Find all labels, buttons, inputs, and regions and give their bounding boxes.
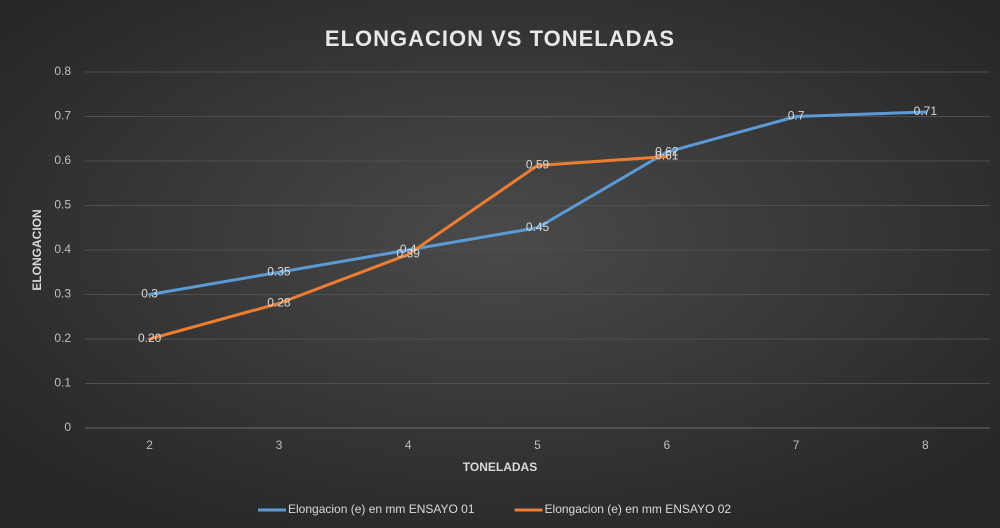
y-tick-label: 0.8	[54, 64, 71, 78]
y-tick-label: 0.5	[54, 198, 71, 212]
y-tick-label: 0.6	[54, 153, 71, 167]
chart-title: ELONGACION VS TONELADAS	[325, 26, 675, 51]
y-tick-label: 0.2	[54, 331, 71, 345]
x-tick-label: 2	[146, 438, 153, 452]
y-tick-label: 0	[64, 420, 71, 434]
x-tick-label: 3	[276, 438, 283, 452]
data-label: 0.61	[655, 149, 679, 163]
data-label: 0.4	[400, 242, 417, 256]
x-tick-label: 4	[405, 438, 412, 452]
data-label: 0.35	[267, 264, 291, 278]
y-tick-label: 0.3	[54, 287, 71, 301]
x-tick-label: 8	[922, 438, 929, 452]
x-tick-label: 6	[663, 438, 670, 452]
data-label: 0.3	[141, 287, 158, 301]
data-label: 0.28	[267, 296, 291, 310]
data-label: 0.59	[526, 158, 550, 172]
y-tick-label: 0.1	[54, 376, 71, 390]
data-label: 0.7	[788, 109, 805, 123]
y-axis-title: ELONGACION	[30, 209, 44, 290]
data-label: 0.71	[914, 104, 938, 118]
legend-label: Elongacion (e) en mm ENSAYO 01	[288, 502, 475, 516]
data-label: 0.20	[138, 331, 162, 345]
data-label: 0.62	[655, 144, 679, 158]
data-label: 0.45	[526, 220, 550, 234]
x-tick-label: 7	[793, 438, 800, 452]
x-tick-label: 5	[534, 438, 541, 452]
series-line	[148, 155, 669, 341]
y-tick-label: 0.4	[54, 242, 71, 256]
data-label: 0.39	[397, 247, 421, 261]
x-axis-title: TONELADAS	[463, 460, 537, 474]
legend-label: Elongacion (e) en mm ENSAYO 02	[545, 502, 732, 516]
series-line	[148, 110, 927, 296]
y-tick-label: 0.7	[54, 109, 71, 123]
